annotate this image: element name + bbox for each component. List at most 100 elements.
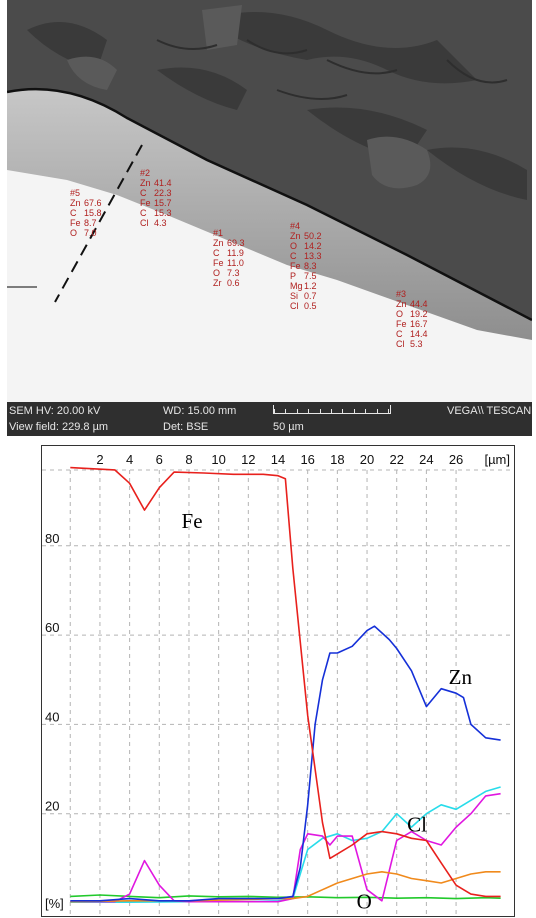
element-symbol: C — [213, 248, 220, 258]
vendor-label: VEGA\\ TESCAN — [447, 405, 532, 417]
spot-value-row: Si 0.7 — [290, 291, 322, 301]
element-symbol: Fe — [396, 319, 407, 329]
series-line-fe — [70, 466, 501, 898]
element-symbol: Fe — [140, 198, 151, 208]
spot-value-row: Fe 15.7 — [140, 198, 172, 208]
element-symbol: C — [396, 329, 403, 339]
y-tick-label: 80 — [45, 531, 59, 546]
x-tick-label: 22 — [389, 452, 403, 467]
element-symbol: Zn — [70, 198, 81, 208]
wd-label: WD: 15.00 mm — [163, 405, 237, 417]
x-tick-label: 16 — [300, 452, 314, 467]
element-percent: 15.8 — [84, 208, 102, 218]
element-percent: 22.3 — [154, 188, 172, 198]
x-tick-label: 20 — [360, 452, 374, 467]
element-symbol: Zn — [213, 238, 224, 248]
spot-value-row: O 14.2 — [290, 241, 322, 251]
element-symbol: Cl — [290, 301, 299, 311]
series-label-zn: Zn — [449, 665, 473, 689]
spot-value-row: Cl 0.5 — [290, 301, 322, 311]
chart-svg: 2 4 6 8 10 12 14 16 18 20 22 24 2620406080[µm][%]FeZ… — [42, 452, 514, 916]
spot-id: #1 — [213, 228, 224, 238]
element-percent: 5.3 — [410, 339, 423, 349]
element-percent: 13.3 — [304, 251, 322, 261]
view-field-label: View field: 229.8 µm — [9, 421, 109, 433]
spot-value-row: Mg1.2 — [290, 281, 322, 291]
element-percent: 14.4 — [410, 329, 428, 339]
element-percent: 0.5 — [304, 301, 317, 311]
element-percent: 67.6 — [84, 198, 102, 208]
element-symbol: Fe — [70, 218, 81, 228]
element-symbol: Zn — [140, 178, 151, 188]
x-tick-label: 8 — [185, 452, 192, 467]
spot-2-analysis: #2 Zn 41.4 C 22.3 Fe 15.7 C 15.3 Cl 4.3 — [140, 168, 172, 228]
element-symbol: Zn — [396, 299, 407, 309]
element-percent: 4.3 — [154, 218, 167, 228]
spot-id: #4 — [290, 221, 301, 231]
element-symbol: Fe — [213, 258, 224, 268]
series-line-zn — [70, 625, 501, 902]
spot-value-row: P 7.5 — [290, 271, 322, 281]
scale-bar-tick — [274, 409, 275, 413]
spot-value-row: C 15.3 — [140, 208, 172, 218]
series-label-o: O — [357, 889, 372, 913]
series-line-c — [70, 786, 501, 904]
element-percent: 14.2 — [304, 241, 322, 251]
scale-label: 50 µm — [273, 421, 304, 433]
x-tick-label: 26 — [449, 452, 463, 467]
spot-value-row: Zr 0.6 — [213, 278, 245, 288]
spot-value-row: C 22.3 — [140, 188, 172, 198]
spot-value-row: Zn 44.4 — [396, 299, 428, 309]
x-tick-label: 24 — [419, 452, 433, 467]
spot-1-analysis: #1 Zn 69.3 C 11.9 Fe 11.0 O 7.3 Zr 0.6 — [213, 228, 245, 288]
series-line-cl — [70, 792, 501, 903]
element-symbol: Cl — [140, 218, 149, 228]
element-percent: 41.4 — [154, 178, 172, 188]
detector-label: Det: BSE — [163, 421, 209, 433]
spot-5-analysis: #5 Zn 67.6 C 15.8 Fe 8.7 O 7.0 — [70, 188, 102, 238]
spot-value-row: Cl 5.3 — [396, 339, 428, 349]
element-percent: 7.3 — [227, 268, 240, 278]
scale-bar-tick — [296, 409, 298, 413]
scale-bar-tick — [285, 409, 287, 413]
element-percent: 7.0 — [84, 228, 97, 238]
spot-value-row: Fe 8.7 — [70, 218, 102, 228]
series-label-fe: Fe — [182, 509, 203, 533]
sem-info-bar: SEM HV: 20.00 kV View field: 229.8 µm WD… — [7, 402, 532, 436]
series-label-cl: Cl — [407, 813, 427, 837]
element-percent: 11.0 — [227, 258, 244, 268]
sem-image — [7, 0, 532, 402]
spot-value-row: Fe 16.7 — [396, 319, 428, 329]
sem-micrograph: #5 Zn 67.6 C 15.8 Fe 8.7 O 7.0 #2 Zn 41.4 C 22.3 Fe 15… — [7, 0, 532, 436]
element-symbol: C — [70, 208, 77, 218]
spot-value-row: O 7.3 — [213, 268, 245, 278]
element-symbol: C — [290, 251, 297, 261]
element-symbol: Zr — [213, 278, 222, 288]
line-scan-chart: 2 4 6 8 10 12 14 16 18 20 22 24 26 20 40 60 80 [µm] [%] Fe Z… — [41, 445, 515, 917]
spot-value-row: Zn 50.2 — [290, 231, 322, 241]
element-percent: 8.7 — [84, 218, 97, 228]
spot-value-row: Cl 4.3 — [140, 218, 172, 228]
scale-bar-tick — [342, 409, 344, 413]
element-symbol: Mg — [290, 281, 303, 291]
element-symbol: Zn — [290, 231, 301, 241]
x-tick-label: 10 — [211, 452, 225, 467]
element-percent: 11.9 — [227, 248, 244, 258]
scale-bar-tick — [331, 409, 332, 413]
scale-bar-tick — [365, 409, 367, 413]
spot-value-row: C 11.9 — [213, 248, 245, 258]
element-percent: 19.2 — [410, 309, 428, 319]
element-percent: 0.7 — [304, 291, 317, 301]
element-symbol: O — [396, 309, 404, 319]
element-percent: 0.6 — [227, 278, 240, 288]
spot-value-row: O 19.2 — [396, 309, 428, 319]
spot-value-row: Zn 41.4 — [140, 178, 172, 188]
spot-3-analysis: #3 Zn 44.4 O 19.2 Fe 16.7 C 14.4 Cl 5.3 — [396, 289, 428, 349]
scale-bar-tick — [353, 409, 355, 413]
spot-value-row: C 15.8 — [70, 208, 102, 218]
element-percent: 8.3 — [304, 261, 317, 271]
element-percent: 16.7 — [410, 319, 428, 329]
y-unit-label: [%] — [45, 896, 64, 911]
element-percent: 15.3 — [154, 208, 172, 218]
scale-bar-tick — [308, 409, 310, 413]
